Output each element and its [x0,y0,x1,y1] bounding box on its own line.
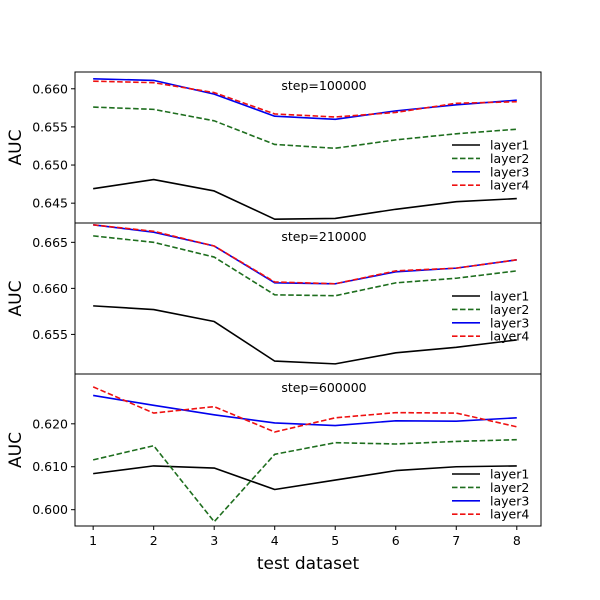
legend-label-layer3: layer3 [490,315,529,330]
legend-label-layer1: layer1 [490,138,529,153]
y-axis-label: AUC [6,281,26,317]
y-tick-label: 0.620 [32,416,68,431]
legend-label-layer1: layer1 [490,289,529,304]
legend-label-layer3: layer3 [490,164,529,179]
y-tick-label: 0.665 [32,235,68,250]
subplot-1: 0.645 0.650 0.655 0.660 AUC step=100000 layer1… [6,71,542,224]
legend-label-layer3: layer3 [490,493,529,508]
series-line-layer3 [93,78,517,121]
x-axis-label: test dataset [257,554,360,574]
legend-label-layer1: layer1 [490,467,529,482]
subplot-2: 0.6550.6600.665AUCstep=210000layer1layer… [6,222,542,375]
plot-frame [74,222,542,375]
x-tick-label: 4 [271,533,279,548]
legend-label-layer2: layer2 [490,302,529,317]
y-tick-label: 0.655 [32,327,68,342]
x-tick-label: 1 [89,533,97,548]
series-line-layer2 [93,235,517,297]
x-tick-label: 8 [513,533,521,548]
legend-label-layer4: layer4 [490,507,529,522]
y-tick-label: 0.650 [32,158,68,173]
subplot-annotation: step=210000 [281,229,366,244]
x-tick-label: 5 [331,533,339,548]
y-tick-label: 0.610 [32,459,68,474]
y-tick-label: 0.660 [32,81,68,96]
x-tick-label: 6 [392,533,400,548]
y-tick-label: 0.655 [32,119,68,134]
legend-label-layer4: layer4 [490,178,529,193]
series-line-layer3 [93,394,517,427]
series-line-layer2 [92,438,517,523]
series-line-layer1 [93,305,517,365]
series-line-layer3 [93,224,517,285]
y-axis-label: AUC [6,432,26,468]
y-tick-label: 0.645 [32,196,68,211]
subplot-3: 0.6000.6100.620AUCstep=600000layer1layer… [6,373,542,574]
subplot-annotation: step=100000 [281,78,366,93]
series-line-layer1 [93,178,517,220]
plot-frame [74,373,542,527]
y-tick-label: 0.600 [32,502,68,517]
legend-label-layer4: layer4 [490,329,529,344]
x-tick-label: 3 [210,533,218,548]
series-line-layer4 [92,386,517,433]
subplot-annotation: step=600000 [281,380,366,395]
legend-label-layer2: layer2 [490,480,529,495]
legend-label-layer2: layer2 [490,151,529,166]
y-tick-label: 0.660 [32,281,68,296]
series-line-layer2 [93,106,517,150]
x-tick-label: 7 [452,533,460,548]
series-line-layer4 [93,80,517,118]
x-tick-label: 2 [150,533,158,548]
y-axis-label: AUC [6,130,26,166]
series-line-layer1 [93,465,517,491]
